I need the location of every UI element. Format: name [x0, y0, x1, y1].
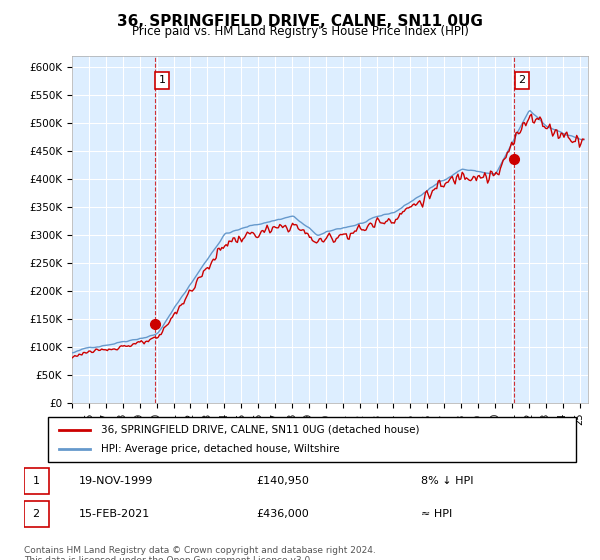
Text: £436,000: £436,000: [256, 509, 308, 519]
FancyBboxPatch shape: [24, 468, 49, 494]
FancyBboxPatch shape: [48, 417, 576, 462]
Text: 2: 2: [518, 75, 526, 85]
Text: 36, SPRINGFIELD DRIVE, CALNE, SN11 0UG: 36, SPRINGFIELD DRIVE, CALNE, SN11 0UG: [117, 14, 483, 29]
Text: 2: 2: [32, 509, 40, 519]
FancyBboxPatch shape: [24, 501, 49, 528]
Text: 8% ↓ HPI: 8% ↓ HPI: [421, 476, 474, 486]
Text: Contains HM Land Registry data © Crown copyright and database right 2024.
This d: Contains HM Land Registry data © Crown c…: [24, 546, 376, 560]
Text: 36, SPRINGFIELD DRIVE, CALNE, SN11 0UG (detached house): 36, SPRINGFIELD DRIVE, CALNE, SN11 0UG (…: [101, 424, 419, 435]
Text: 15-FEB-2021: 15-FEB-2021: [79, 509, 151, 519]
Text: Price paid vs. HM Land Registry's House Price Index (HPI): Price paid vs. HM Land Registry's House …: [131, 25, 469, 38]
Text: HPI: Average price, detached house, Wiltshire: HPI: Average price, detached house, Wilt…: [101, 445, 340, 455]
Text: £140,950: £140,950: [256, 476, 309, 486]
Text: ≈ HPI: ≈ HPI: [421, 509, 452, 519]
Text: 1: 1: [159, 75, 166, 85]
Text: 1: 1: [32, 476, 40, 486]
Text: 19-NOV-1999: 19-NOV-1999: [79, 476, 154, 486]
